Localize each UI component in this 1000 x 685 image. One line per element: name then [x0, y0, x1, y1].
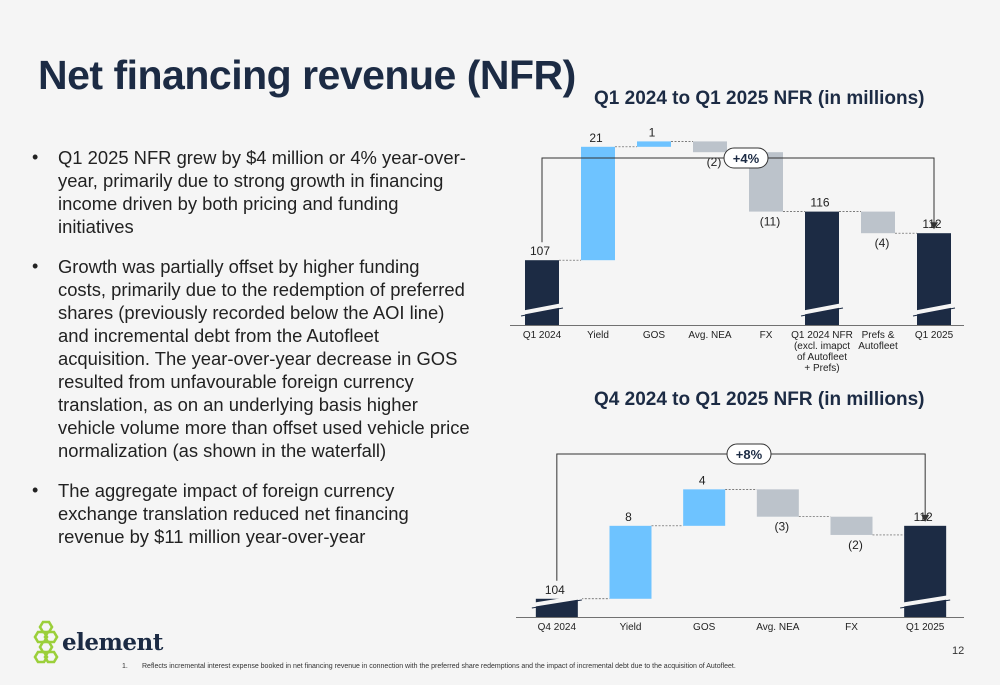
category-label: Avg. NEA — [756, 622, 799, 633]
category-label: Prefs & — [862, 330, 895, 341]
axis-break — [912, 307, 956, 317]
value-label: (2) — [707, 155, 722, 169]
category-label: + Prefs) — [804, 363, 839, 374]
category-label: Yield — [587, 330, 609, 341]
category-label: FX — [845, 622, 858, 633]
axis-break — [520, 307, 564, 317]
axis-break — [800, 303, 844, 315]
category-label: FX — [760, 330, 773, 341]
footnote-text: Reflects incremental interest expense bo… — [142, 663, 736, 670]
axis-break — [800, 307, 844, 317]
bullet-item: The aggregate impact of foreign currency… — [30, 479, 470, 548]
category-label: Q4 2024 — [538, 622, 577, 633]
value-label: 104 — [545, 583, 565, 597]
value-label: 21 — [589, 131, 603, 145]
category-label: Avg. NEA — [688, 330, 731, 341]
element-logo-icon — [33, 620, 59, 664]
axis-break — [899, 595, 951, 607]
chart-1-title: Q1 2024 to Q1 2025 NFR (in millions) — [594, 88, 925, 109]
arrow-head-icon — [930, 222, 938, 230]
bar — [683, 489, 726, 526]
bar — [609, 525, 652, 599]
axis-break — [900, 599, 951, 609]
change-badge — [723, 147, 769, 169]
value-label: 116 — [810, 196, 829, 210]
axis-break — [520, 303, 564, 315]
arrow-head-icon — [921, 514, 930, 522]
value-label: (3) — [774, 520, 789, 534]
bar — [861, 211, 895, 234]
value-label: (2) — [848, 538, 863, 552]
axis-break — [912, 303, 956, 315]
value-label: 107 — [530, 244, 550, 258]
category-label: (excl. imapct — [794, 341, 850, 352]
footnote-number: 1. — [122, 663, 128, 670]
category-label: of Autofleet — [797, 352, 847, 363]
value-label: (4) — [875, 236, 890, 250]
category-label: GOS — [643, 330, 666, 341]
value-label: 4 — [699, 473, 706, 487]
category-label: Q1 2025 — [906, 622, 945, 633]
bar — [830, 516, 873, 535]
axis-break — [531, 595, 583, 607]
page-number: 12 — [952, 645, 965, 657]
category-label: Q1 2025 — [915, 330, 954, 341]
change-label: +4% — [733, 151, 760, 166]
category-label: Q1 2024 — [523, 330, 562, 341]
bar — [756, 489, 799, 517]
change-badge — [726, 443, 772, 465]
value-label: 1 — [649, 125, 656, 139]
chart-2-title: Q4 2024 to Q1 2025 NFR (in millions) — [594, 389, 925, 410]
value-label: 8 — [625, 510, 632, 524]
category-label: Yield — [620, 622, 642, 633]
page-title: Net financing revenue (NFR) — [38, 52, 576, 98]
bullet-list: Q1 2025 NFR grew by $4 million or 4% yea… — [30, 146, 470, 565]
footnote: 1. Reflects incremental interest expense … — [122, 663, 736, 670]
category-label: Autofleet — [858, 341, 898, 352]
bar — [693, 141, 727, 153]
axis-break — [531, 599, 582, 609]
value-label: (11) — [760, 215, 780, 229]
bullet-item: Q1 2025 NFR grew by $4 million or 4% yea… — [30, 146, 470, 238]
change-label: +8% — [736, 447, 763, 462]
category-label: GOS — [693, 622, 716, 633]
bar — [581, 146, 615, 261]
logo-text: element — [62, 629, 163, 656]
category-label: Q1 2024 NFR — [791, 330, 853, 341]
bullet-item: Growth was partially offset by higher fu… — [30, 255, 470, 462]
bar — [637, 141, 671, 147]
bar — [525, 260, 559, 325]
